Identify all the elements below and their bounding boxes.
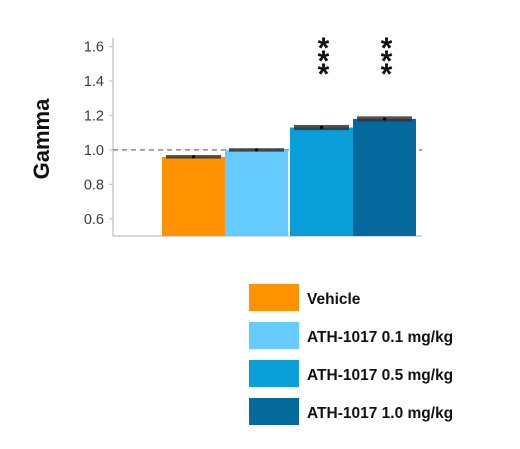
bar-4 — [353, 118, 416, 236]
bar-1 — [162, 156, 225, 236]
legend-swatch-4 — [249, 398, 299, 425]
significance-mark-4: * — [381, 32, 393, 65]
legend-label-4: ATH-1017 1.0 mg/kg — [307, 405, 453, 422]
mean-marker-4 — [382, 117, 387, 121]
y-tick-label: 0.8 — [84, 177, 104, 193]
legend-label-1: Vehicle — [307, 291, 361, 308]
y-tick-label: 1.2 — [84, 108, 104, 124]
legend-label-3: ATH-1017 0.5 mg/kg — [307, 367, 453, 384]
significance-mark-4: * — [381, 45, 393, 78]
legend-swatch-3 — [249, 360, 299, 387]
significance-mark-3: * — [318, 45, 330, 78]
y-tick-label: 1.6 — [84, 40, 104, 56]
mean-marker-2 — [254, 148, 259, 152]
mean-marker-1 — [191, 155, 196, 159]
legend-swatch-2 — [249, 322, 299, 349]
bars: ****** — [162, 32, 416, 236]
legend: Vehicle ATH-1017 0.1 mg/kg ATH-1017 0.5 mg… — [249, 284, 453, 425]
y-axis-label: Gamma — [29, 98, 54, 179]
y-tick-label: 1.4 — [84, 74, 104, 90]
legend-swatch-1 — [249, 284, 299, 311]
legend-label-2: ATH-1017 0.1 mg/kg — [307, 329, 453, 346]
significance-mark-4: * — [381, 58, 393, 91]
mean-marker-3 — [319, 125, 324, 130]
bar-2 — [225, 149, 288, 236]
y-tick-label: 1.0 — [84, 143, 104, 159]
bar-3 — [290, 127, 353, 236]
significance-mark-3: * — [318, 32, 330, 65]
y-tick-label: 0.6 — [84, 212, 104, 228]
significance-mark-3: * — [318, 58, 330, 91]
